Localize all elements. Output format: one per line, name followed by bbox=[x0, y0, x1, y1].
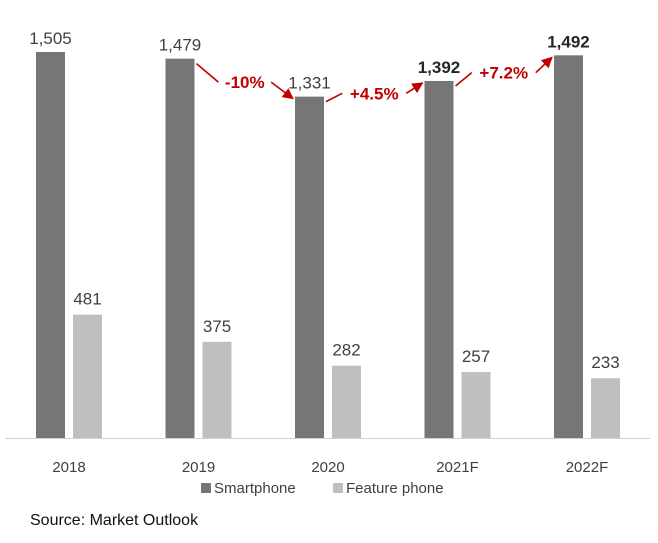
x-tick-label-2021F: 2021F bbox=[436, 459, 479, 476]
bar-smartphone-2020 bbox=[295, 96, 324, 438]
x-tick-label-2020: 2020 bbox=[311, 459, 344, 476]
data-label-smartphone-2019: 1,479 bbox=[159, 36, 202, 55]
annotation-arrow-3 bbox=[535, 56, 553, 74]
bar-feature-phone-2019 bbox=[202, 341, 232, 438]
data-label-smartphone-2021F: 1,392 bbox=[418, 58, 461, 77]
annotation-label-3: +7.2% bbox=[479, 64, 528, 83]
data-label-smartphone-2018: 1,505 bbox=[29, 29, 72, 48]
x-tick-label-2022F: 2022F bbox=[566, 459, 609, 476]
annotation-label-1: -10% bbox=[225, 73, 265, 92]
legend-label-smartphone: Smartphone bbox=[214, 480, 296, 497]
data-label-smartphone-2022F: 1,492 bbox=[547, 32, 590, 51]
bar-feature-phone-2022F bbox=[591, 378, 620, 438]
data-label-feature-phone-2022F: 233 bbox=[591, 353, 619, 372]
bar-feature-phone-2018 bbox=[73, 314, 102, 438]
bar-smartphone-2018 bbox=[36, 52, 65, 438]
annotation-line-1 bbox=[195, 63, 219, 83]
source-note: Source: Market Outlook bbox=[30, 512, 199, 529]
data-label-feature-phone-2018: 481 bbox=[73, 290, 101, 309]
annotation-arrow-2 bbox=[405, 82, 424, 94]
annotation-label-2: +4.5% bbox=[350, 84, 399, 103]
annotation-line-2 bbox=[325, 92, 343, 103]
data-label-feature-phone-2020: 282 bbox=[332, 341, 360, 360]
legend-swatch-smartphone bbox=[201, 483, 211, 493]
data-label-feature-phone-2021F: 257 bbox=[462, 347, 490, 366]
legend-label-feature-phone: Feature phone bbox=[346, 480, 444, 497]
bar-smartphone-2022F bbox=[554, 55, 583, 438]
bar-feature-phone-2020 bbox=[332, 365, 361, 438]
data-label-smartphone-2020: 1,331 bbox=[288, 74, 331, 93]
legend-swatch-feature-phone bbox=[333, 483, 343, 493]
bar-feature-phone-2021F bbox=[461, 372, 491, 438]
x-tick-label-2018: 2018 bbox=[52, 459, 85, 476]
bar-chart: 1,505 481 2018 1,479 375 2019 1,331 282 2020 1,39… bbox=[5, 29, 650, 497]
x-tick-label-2019: 2019 bbox=[182, 459, 215, 476]
bar-smartphone-2019 bbox=[165, 58, 195, 439]
bar-smartphone-2021F bbox=[424, 80, 454, 439]
annotation-line-3 bbox=[454, 72, 473, 87]
data-label-feature-phone-2019: 375 bbox=[203, 317, 231, 336]
annotation-arrow-1 bbox=[270, 81, 294, 100]
